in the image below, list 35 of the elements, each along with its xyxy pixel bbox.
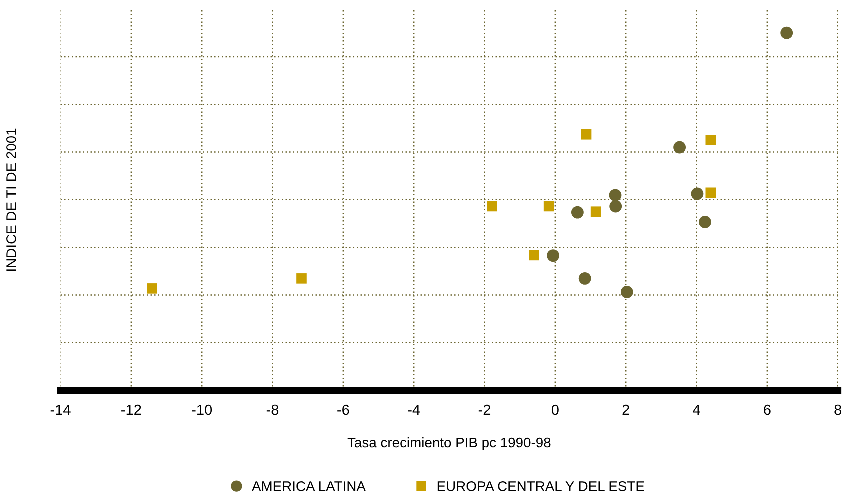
legend-label: EUROPA CENTRAL Y DEL ESTE [438,482,644,492]
point [581,129,592,140]
point [609,189,622,202]
point [529,250,540,261]
point [699,216,712,228]
x-tick-label: -10 [192,404,212,416]
x-tick-label: 8 [834,404,842,416]
point [610,200,622,213]
point [620,286,634,298]
point [147,284,158,294]
point [590,206,602,217]
point [544,201,554,212]
x-tick-label: -2 [478,404,491,416]
x-tick-label: 2 [622,404,630,416]
x-tick-label: -14 [50,404,71,416]
point [547,250,560,262]
point [706,135,716,146]
point [780,26,794,40]
x-axis-title: Tasa crecimiento PIB pc 1990-98 [348,437,551,450]
y-axis-title: INDICE DE TI DE 2001 [6,128,16,271]
point [578,272,592,285]
x-tick-label: -12 [122,404,142,416]
x-tick-label: -4 [408,404,420,416]
point [706,188,716,198]
x-tick-label: -6 [338,404,350,416]
x-tick-label: -8 [266,404,279,416]
x-tick-label: 0 [552,404,559,416]
point [296,274,307,284]
point [674,141,686,154]
point [571,206,584,219]
x-tick-label: 4 [693,404,700,416]
point [691,188,704,200]
legend-label: AMERICA LATINA [252,482,366,492]
point [487,201,498,212]
x-tick-label: 6 [764,404,771,416]
